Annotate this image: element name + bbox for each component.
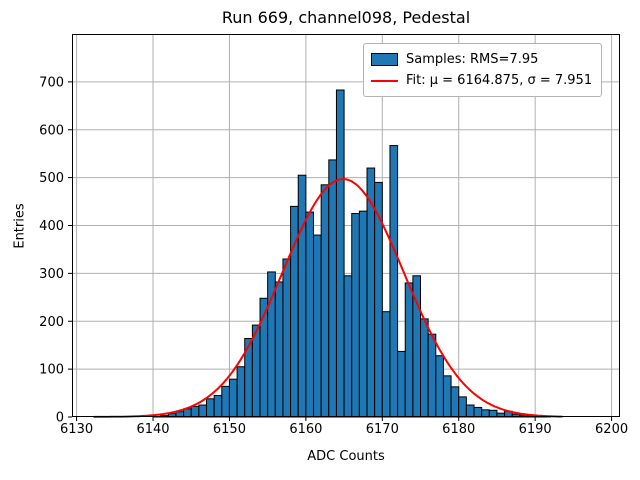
y-tick-label: 400 bbox=[39, 219, 64, 234]
x-tick-label: 6150 bbox=[213, 422, 246, 437]
fit-line-swatch-icon bbox=[371, 79, 398, 82]
histogram-bar bbox=[381, 311, 391, 418]
histogram-bar bbox=[328, 159, 337, 418]
y-ticks: 0 100 200 300 400 500 600 700 bbox=[39, 75, 72, 426]
histogram-swatch-icon bbox=[371, 53, 398, 66]
histogram-bar bbox=[221, 385, 230, 418]
y-tick-label: 300 bbox=[39, 267, 64, 282]
histogram-bar bbox=[427, 333, 437, 418]
histogram-bar bbox=[458, 396, 467, 418]
fit-curve bbox=[93, 178, 563, 418]
legend-label-samples: Samples: RMS=7.95 bbox=[406, 52, 539, 67]
x-tick-label: 6160 bbox=[289, 422, 322, 437]
histogram-bar bbox=[236, 366, 246, 418]
histogram-bar bbox=[481, 409, 490, 418]
histogram-bar bbox=[274, 281, 284, 418]
histogram-bar bbox=[320, 184, 330, 418]
x-ticks: 6130 6140 6150 6160 6170 6180 6190 6200 bbox=[60, 417, 628, 437]
histogram-bar bbox=[228, 378, 238, 418]
y-tick-label: 0 bbox=[56, 411, 64, 426]
y-tick-label: 700 bbox=[39, 75, 64, 90]
chart-title: Run 669, channel098, Pedestal bbox=[221, 8, 471, 27]
histogram-bar bbox=[488, 409, 498, 418]
y-tick-label: 100 bbox=[39, 363, 64, 378]
histogram-bar bbox=[397, 350, 406, 418]
y-axis-label: Entries bbox=[12, 203, 28, 249]
x-tick-label: 6170 bbox=[366, 422, 399, 437]
histogram-bar bbox=[389, 145, 399, 418]
histogram-bar bbox=[450, 386, 460, 418]
histogram-bar bbox=[282, 258, 292, 418]
x-tick-label: 6130 bbox=[60, 422, 93, 437]
histogram-bar bbox=[335, 89, 345, 418]
histogram-bar bbox=[420, 318, 429, 418]
histogram-bar bbox=[358, 210, 368, 418]
histogram-bar bbox=[206, 398, 215, 418]
y-tick-label: 500 bbox=[39, 171, 64, 186]
x-tick-label: 6140 bbox=[136, 422, 169, 437]
histogram-bar bbox=[404, 282, 414, 418]
y-tick-label: 200 bbox=[39, 315, 64, 330]
histogram-bars bbox=[152, 89, 551, 418]
axes-frame bbox=[72, 34, 620, 417]
legend: Samples: RMS=7.95 Fit: μ = 6164.875, σ =… bbox=[363, 43, 603, 97]
histogram-bar bbox=[435, 355, 444, 418]
y-tick-label: 600 bbox=[39, 123, 64, 138]
histogram-bar bbox=[313, 234, 322, 418]
histogram-bar bbox=[343, 275, 353, 418]
x-tick-label: 6200 bbox=[595, 422, 628, 437]
histogram-bar bbox=[190, 405, 200, 418]
histogram-bar bbox=[442, 375, 452, 418]
histogram-bar bbox=[473, 406, 483, 418]
x-axis-label: ADC Counts bbox=[307, 449, 385, 464]
histogram-bar bbox=[198, 404, 208, 418]
histogram-bar bbox=[297, 174, 307, 418]
histogram-bar bbox=[305, 211, 315, 418]
x-tick-label: 6190 bbox=[519, 422, 552, 437]
histogram-bar bbox=[351, 213, 360, 418]
axes bbox=[72, 34, 620, 417]
legend-item-samples: Samples: RMS=7.95 bbox=[371, 49, 592, 70]
histogram-bar bbox=[213, 394, 223, 418]
legend-item-fit: Fit: μ = 6164.875, σ = 7.951 bbox=[371, 70, 592, 91]
histogram-bar bbox=[465, 404, 475, 418]
x-tick-label: 6180 bbox=[442, 422, 475, 437]
legend-label-fit: Fit: μ = 6164.875, σ = 7.951 bbox=[406, 73, 593, 88]
gaussian-fit-line bbox=[93, 178, 563, 418]
